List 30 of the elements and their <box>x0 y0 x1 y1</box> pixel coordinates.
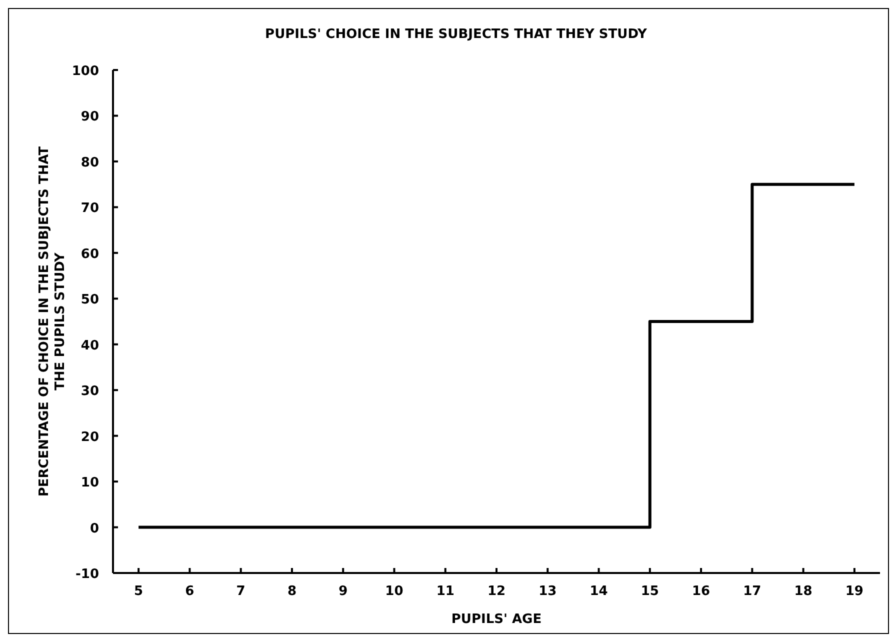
x-tick-label: 10 <box>385 584 404 599</box>
x-tick-label: 6 <box>185 584 194 599</box>
y-tick-label: 20 <box>80 430 99 445</box>
y-tick-label: 40 <box>80 338 99 354</box>
x-tick-label: 5 <box>134 584 144 599</box>
x-tick-label: 8 <box>287 584 296 599</box>
x-tick-label: 9 <box>338 584 348 599</box>
y-tick-label: 100 <box>72 64 99 79</box>
x-tick-label: 11 <box>436 584 454 599</box>
x-tick-label: 15 <box>640 584 659 599</box>
x-tick-label: 17 <box>743 584 762 599</box>
x-axis-title: PUPILS' AGE <box>451 612 542 627</box>
x-tick-label: 12 <box>487 584 506 599</box>
chart-title: PUPILS' CHOICE IN THE SUBJECTS THAT THEY STUDY <box>265 27 648 42</box>
x-tick-label: 14 <box>590 584 608 599</box>
y-tick-label: 90 <box>80 110 99 125</box>
y-tick-label: 50 <box>80 292 99 308</box>
y-tick-label: 10 <box>80 476 99 491</box>
y-tick-label: 60 <box>80 246 99 262</box>
x-tick-label: 18 <box>794 584 812 599</box>
y-tick-label: 0 <box>90 521 99 536</box>
x-tick-label: 13 <box>538 584 557 599</box>
y-axis-title: PERCENTAGE OF CHOICE IN THE SUBJECTS THAT THE PUPILS STUDY <box>37 146 68 497</box>
x-tick-label: 7 <box>236 584 246 599</box>
x-tick-label: 16 <box>692 584 710 599</box>
y-tick-label: 30 <box>80 384 99 400</box>
y-tick-label: -10 <box>76 567 99 582</box>
x-tick-label: 19 <box>845 584 864 599</box>
y-tick-label: 80 <box>80 155 99 170</box>
y-tick-label: 70 <box>80 201 99 216</box>
